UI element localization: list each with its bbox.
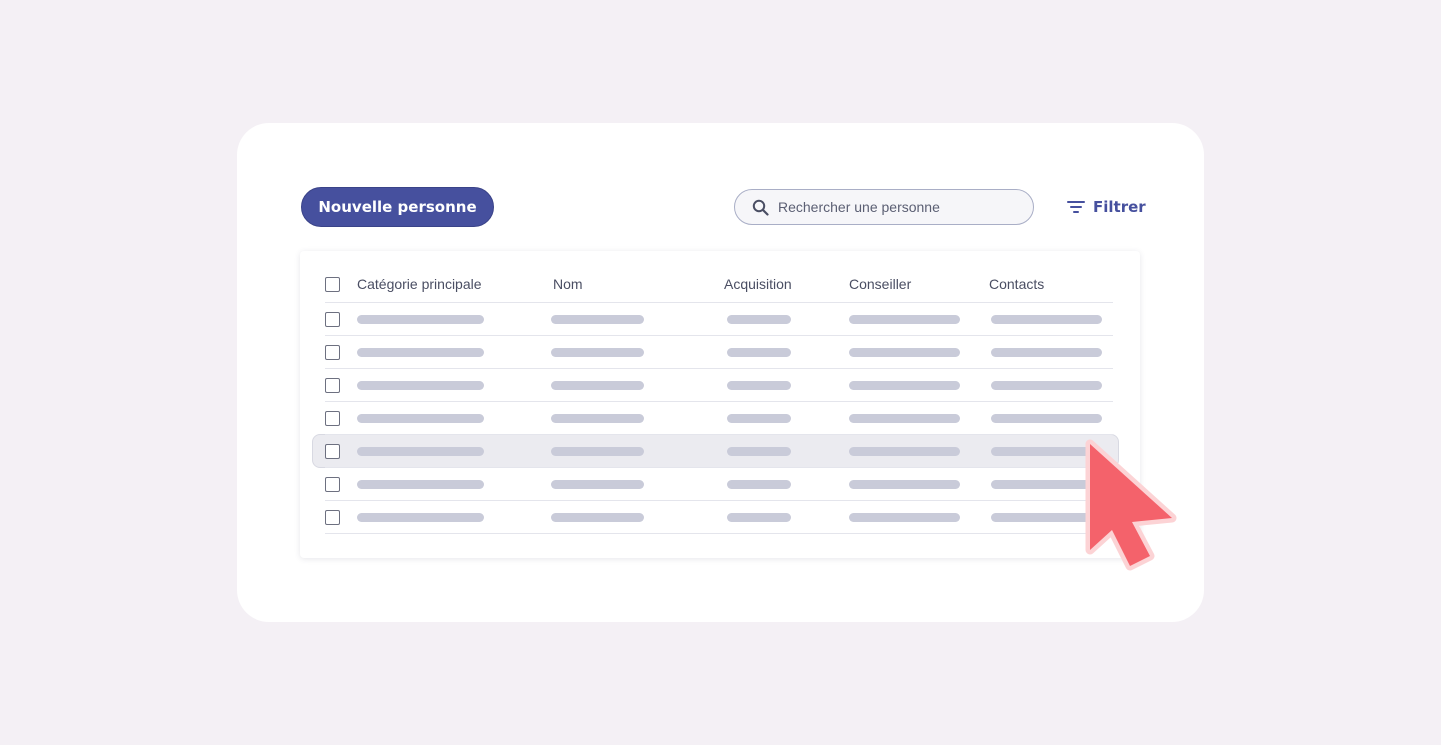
- cell-placeholder-bar: [727, 414, 791, 423]
- cell-placeholder-bar: [991, 381, 1102, 390]
- row-checkbox[interactable]: [325, 477, 340, 492]
- cell-placeholder-bar: [551, 513, 644, 522]
- cell-placeholder-bar: [357, 381, 484, 390]
- filter-icon: [1067, 201, 1085, 213]
- cell-placeholder-bar: [727, 480, 791, 489]
- cell-placeholder-bar: [551, 447, 644, 456]
- cell-placeholder-bar: [357, 480, 484, 489]
- filter-button[interactable]: Filtrer: [1066, 196, 1146, 218]
- column-header-name[interactable]: Nom: [553, 276, 583, 292]
- cell-placeholder-bar: [727, 348, 791, 357]
- search-input[interactable]: [778, 190, 1018, 224]
- column-header-category[interactable]: Catégorie principale: [357, 276, 482, 292]
- column-header-acquisition[interactable]: Acquisition: [724, 276, 792, 292]
- row-divider: [325, 533, 1113, 534]
- new-person-button[interactable]: Nouvelle personne: [301, 187, 494, 227]
- filter-label: Filtrer: [1093, 198, 1146, 216]
- cell-placeholder-bar: [849, 447, 960, 456]
- row-checkbox[interactable]: [325, 312, 340, 327]
- row-checkbox[interactable]: [325, 378, 340, 393]
- cell-placeholder-bar: [551, 381, 644, 390]
- cell-placeholder-bar: [551, 315, 644, 324]
- row-divider: [325, 368, 1113, 369]
- row-checkbox[interactable]: [325, 510, 340, 525]
- row-checkbox[interactable]: [325, 411, 340, 426]
- row-divider: [325, 500, 1113, 501]
- cursor-arrow-icon: [1085, 439, 1177, 571]
- cell-placeholder-bar: [991, 447, 1102, 456]
- search-field[interactable]: [734, 189, 1034, 225]
- cell-placeholder-bar: [849, 480, 960, 489]
- cell-placeholder-bar: [357, 315, 484, 324]
- cell-placeholder-bar: [849, 381, 960, 390]
- cell-placeholder-bar: [357, 447, 484, 456]
- cell-placeholder-bar: [991, 513, 1102, 522]
- cell-placeholder-bar: [357, 513, 484, 522]
- cell-placeholder-bar: [357, 348, 484, 357]
- row-divider: [325, 467, 1113, 468]
- row-divider: [325, 434, 1113, 435]
- column-header-contacts[interactable]: Contacts: [989, 276, 1045, 292]
- cell-placeholder-bar: [727, 381, 791, 390]
- cell-placeholder-bar: [727, 513, 791, 522]
- cell-placeholder-bar: [849, 414, 960, 423]
- row-checkbox[interactable]: [325, 345, 340, 360]
- search-icon: [752, 199, 769, 216]
- cell-placeholder-bar: [991, 480, 1102, 489]
- row-divider: [325, 401, 1113, 402]
- cell-placeholder-bar: [849, 348, 960, 357]
- row-divider: [325, 335, 1113, 336]
- cell-placeholder-bar: [727, 315, 791, 324]
- cell-placeholder-bar: [551, 480, 644, 489]
- cell-placeholder-bar: [991, 348, 1102, 357]
- header-divider: [325, 302, 1113, 303]
- column-header-advisor[interactable]: Conseiller: [849, 276, 912, 292]
- select-all-checkbox[interactable]: [325, 277, 340, 292]
- cell-placeholder-bar: [551, 414, 644, 423]
- people-table: [300, 251, 1140, 558]
- cell-placeholder-bar: [849, 315, 960, 324]
- cell-placeholder-bar: [357, 414, 484, 423]
- cell-placeholder-bar: [551, 348, 644, 357]
- cell-placeholder-bar: [991, 414, 1102, 423]
- cell-placeholder-bar: [849, 513, 960, 522]
- cell-placeholder-bar: [991, 315, 1102, 324]
- cell-placeholder-bar: [727, 447, 791, 456]
- row-checkbox[interactable]: [325, 444, 340, 459]
